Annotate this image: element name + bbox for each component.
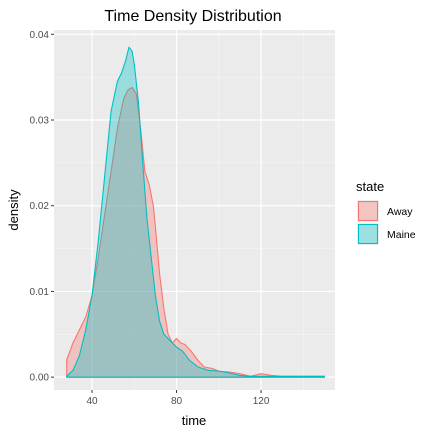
legend-key-background [357,200,379,222]
x-tick-label: 120 [253,396,270,407]
y-axis: 0.00 0.01 0.02 0.03 0.04 [30,30,54,384]
y-tick-label: 0.02 [30,201,50,212]
legend-key-background [357,223,379,245]
x-axis-title: time [182,413,207,428]
density-areas [66,46,325,378]
y-tick-label: 0.03 [30,116,50,127]
legend: state Away Maine [356,179,416,245]
legend-label-maine: Maine [387,229,416,241]
y-tick-label: 0.04 [30,30,50,41]
legend-label-away: Away [387,206,413,218]
legend-swatch-away [357,200,379,222]
x-axis: 40 80 120 [86,390,270,407]
density-area-away [66,86,325,378]
x-tick-label: 80 [171,396,183,407]
density-area-maine [66,46,325,378]
legend-swatch-maine [357,223,379,245]
y-tick-label: 0.00 [30,373,50,384]
x-tick-label: 40 [86,396,98,407]
legend-title: state [356,179,384,194]
chart-title: Time Density Distribution [104,8,281,25]
y-axis-title: density [6,189,21,231]
y-tick-label: 0.01 [30,287,50,298]
